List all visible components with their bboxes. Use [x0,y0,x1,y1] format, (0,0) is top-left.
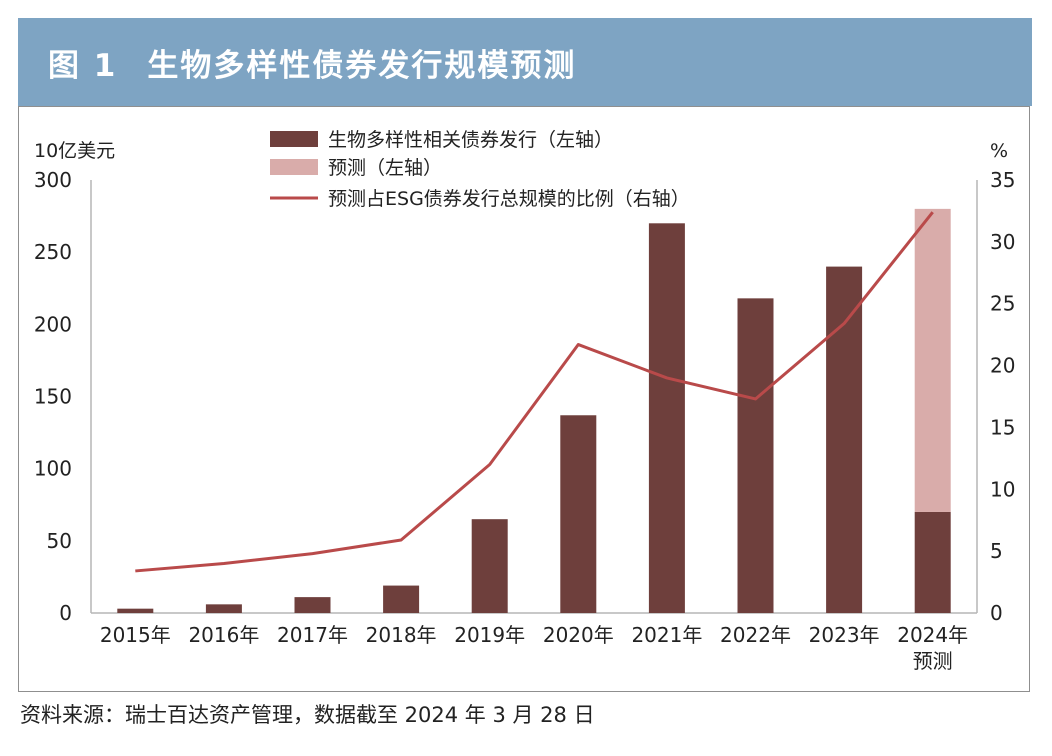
bar-forecast [914,208,951,512]
legend-label: 生物多样性相关债券发行（左轴） [328,129,613,151]
chart: 10亿美元 % 0 50 100 150 200 250 300 0 5 10 15 20 25 30 35 20… [34,129,1016,673]
x-tick-label: 2023年 [809,623,880,647]
left-tick-label: 200 [34,312,72,336]
x-tick-label: 预测 [913,649,953,673]
figure-title: 图 1 生物多样性债券发行规模预测 [48,40,576,85]
right-tick-label: 35 [990,168,1015,192]
bar-issuance [737,298,774,613]
right-tick-label: 30 [990,230,1015,254]
x-tick-label: 2015年 [100,623,171,647]
x-tick-label: 2016年 [188,623,259,647]
right-tick-label: 25 [990,292,1015,316]
right-tick-label: 10 [990,477,1015,501]
left-tick-label: 250 [34,240,72,264]
legend-label: 预测（左轴） [328,157,442,179]
legend-label: 预测占ESG债券发行总规模的比例（右轴） [328,188,690,210]
x-tick-label: 2024年 [897,623,968,647]
figure-label: 图 1 [48,48,118,84]
right-tick-label: 5 [990,539,1003,563]
bar-issuance [471,519,508,613]
left-tick-label: 50 [47,529,72,553]
left-axis-unit: 10亿美元 [34,140,115,162]
bar-issuance [914,511,951,613]
x-tick-label: 2017年 [277,623,348,647]
x-tick-label: 2022年 [720,623,791,647]
x-tick-label: 2019年 [454,623,525,647]
x-tick-label: 2020年 [543,623,614,647]
left-tick-label: 0 [59,601,72,625]
series-line-esg-share [135,211,934,573]
right-tick-label: 20 [990,354,1015,378]
figure-title-text: 生物多样性债券发行规模预测 [147,48,577,84]
figure-header: 图 1 生物多样性债券发行规模预测 [18,18,1032,106]
legend-swatch-forecast [270,159,318,175]
bar-issuance [648,223,685,614]
bar-issuance [383,585,420,613]
chart-frame [18,106,1030,692]
bar-issuance [117,608,154,613]
bar-issuance [826,266,863,613]
source-note: 资料来源：瑞士百达资产管理，数据截至 2024 年 3 月 28 日 [20,703,595,727]
left-tick-label: 150 [34,385,72,409]
x-tick-label: 2021年 [631,623,702,647]
right-tick-label: 15 [990,415,1015,439]
x-tick-label: 2018年 [366,623,437,647]
bar-issuance [205,604,242,613]
bar-issuance [294,597,331,613]
left-tick-label: 300 [34,168,72,192]
legend-swatch-issuance [270,131,318,147]
right-tick-label: 0 [990,601,1003,625]
bar-issuance [560,415,597,613]
right-axis-unit: % [990,140,1008,162]
left-tick-label: 100 [34,457,72,481]
